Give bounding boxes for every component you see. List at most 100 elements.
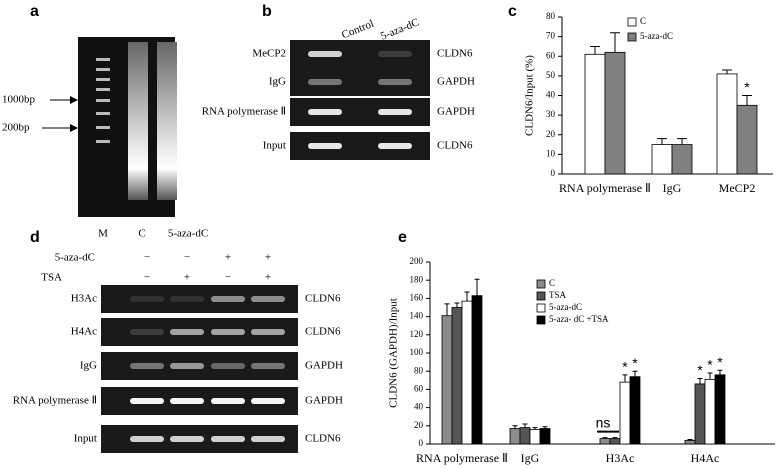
annotation: * — [697, 362, 703, 378]
row-label: Input — [74, 433, 97, 445]
error-bar — [444, 303, 450, 316]
x-tick-label: MeCP2 — [719, 181, 756, 195]
bar — [441, 315, 453, 445]
gel-band — [251, 296, 285, 302]
annotation: * — [632, 355, 638, 371]
bar — [609, 438, 621, 445]
bar — [619, 381, 631, 445]
row-label: GAPDH — [437, 76, 475, 88]
gel-band — [308, 51, 342, 57]
error-bar — [717, 369, 723, 375]
bar — [651, 144, 673, 175]
error-bar — [742, 95, 752, 106]
error-bar — [610, 32, 620, 53]
y-tick-label: 200 — [410, 256, 424, 266]
gel-band — [251, 398, 285, 404]
panel-label: d — [30, 229, 40, 246]
bar — [451, 307, 463, 445]
legend-label: TSA — [549, 290, 567, 300]
bar — [584, 53, 606, 175]
marker-label: 200bp — [2, 122, 30, 134]
gel-band — [378, 79, 412, 85]
error-bar — [657, 138, 667, 145]
gel-band — [130, 436, 164, 442]
ladder — [96, 58, 110, 143]
y-tick-label: 80 — [414, 365, 424, 375]
legend-label: C — [640, 16, 646, 26]
y-tick-label: 20 — [414, 420, 424, 430]
bar — [539, 428, 551, 445]
error-bar — [687, 438, 693, 441]
treatment-label: TSA — [41, 272, 62, 284]
row-label: CLDN6 — [305, 293, 341, 305]
bar — [704, 378, 716, 445]
error-bar — [532, 427, 538, 430]
lane-label: 5-aza-dC — [168, 228, 208, 240]
panel-label: a — [30, 3, 39, 20]
gel-lane — [157, 42, 177, 200]
x-tick-label: IgG — [521, 451, 540, 465]
bar — [471, 295, 483, 445]
bar — [599, 438, 611, 445]
y-tick-label: 70 — [546, 31, 556, 41]
error-bar — [464, 291, 470, 302]
bar — [629, 376, 641, 445]
annotation: * — [707, 357, 713, 373]
treatment-sign: − — [225, 272, 231, 284]
gel-band — [170, 436, 204, 442]
row-label: GAPDH — [437, 106, 475, 118]
legend-swatch — [536, 279, 546, 289]
row-label: RNA polymerase Ⅱ — [13, 395, 97, 407]
row-label: CLDN6 — [305, 433, 341, 445]
legend-label: 5-aza-dC — [549, 302, 582, 312]
gel-band — [170, 296, 204, 302]
bar — [736, 104, 758, 175]
bar — [684, 439, 696, 445]
row-label: H3Ac — [71, 293, 97, 305]
error-bar — [677, 138, 687, 145]
error-bar — [512, 425, 518, 429]
error-bar — [622, 374, 628, 383]
x-tick-label: H3Ac — [606, 451, 635, 465]
y-tick-label: 30 — [546, 109, 556, 119]
panel-label: e — [398, 229, 407, 246]
y-tick-label: 40 — [546, 90, 556, 100]
error-bar — [522, 423, 528, 428]
y-tick-label: 20 — [546, 129, 556, 139]
row-label: IgG — [80, 360, 97, 372]
gel-band — [170, 329, 204, 335]
error-bar — [590, 45, 600, 55]
treatment-sign: + — [265, 272, 271, 284]
treatment-sign: − — [144, 272, 150, 284]
bar — [604, 51, 626, 175]
gel-band — [130, 398, 164, 404]
treatment-sign: + — [225, 252, 231, 264]
legend-label: 5-aza- dC +TSA — [549, 314, 609, 324]
error-bar — [707, 372, 713, 380]
annotation: * — [717, 354, 723, 370]
gel-band — [211, 398, 245, 404]
gel-band — [211, 296, 245, 302]
y-tick-label: 0 — [419, 438, 424, 448]
gel-band — [378, 51, 412, 57]
y-tick-label: 60 — [546, 50, 556, 60]
error-bar — [474, 278, 480, 296]
y-tick-label: 0 — [551, 168, 556, 178]
gel-band — [378, 109, 412, 115]
legend-swatch — [627, 17, 637, 27]
y-tick-label: 60 — [414, 383, 424, 393]
y-tick-label: 10 — [546, 148, 556, 158]
gel-lane — [128, 42, 148, 200]
y-axis-label: CLDN6/Input (%) — [524, 55, 536, 136]
annotation: * — [744, 79, 750, 95]
gel-band — [308, 109, 342, 115]
treatment-sign: − — [184, 252, 190, 264]
y-tick-label: 120 — [410, 329, 424, 339]
gel-band — [170, 398, 204, 404]
gel-band — [130, 296, 164, 302]
y-tick-label: 80 — [546, 11, 556, 21]
legend-label: C — [549, 278, 555, 288]
row-label: CLDN6 — [437, 48, 473, 60]
error-bar — [602, 437, 608, 439]
